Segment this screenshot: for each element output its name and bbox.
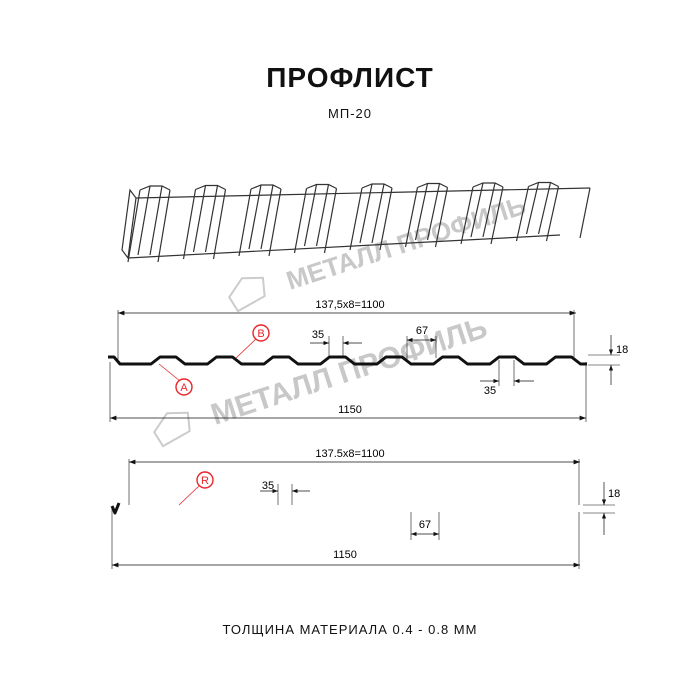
profile-1: 137,5x8=1100 1150 35 67 35 18 bbox=[108, 299, 628, 422]
rib-pitch-label-2: 67 bbox=[419, 519, 431, 531]
sheet-3d-edge bbox=[361, 183, 393, 189]
rib-top-label-2: 35 bbox=[262, 480, 274, 492]
sheet-3d-edge bbox=[537, 182, 552, 235]
watermark-1: МЕТАЛЛ ПРОФИЛЬ bbox=[228, 190, 529, 313]
sheet-3d-edge bbox=[238, 188, 252, 257]
page-title: ПРОФЛИСТ bbox=[266, 62, 434, 93]
sheet-3d-edge bbox=[293, 188, 308, 254]
rib-pitch-label: 67 bbox=[416, 325, 428, 337]
sheet-3d-edge bbox=[121, 188, 137, 260]
sheet-3d-edge bbox=[414, 183, 429, 241]
sheet-3d-edge bbox=[127, 234, 561, 259]
material-thickness-note: ТОЛЩИНА МАТЕРИАЛА 0.4 - 0.8 ММ bbox=[222, 622, 478, 637]
span-label: 137,5x8=1100 bbox=[315, 299, 384, 311]
svg-text:R: R bbox=[201, 475, 209, 487]
sheet-3d-edge bbox=[359, 183, 373, 244]
sheet-3d-edge bbox=[379, 187, 393, 251]
sheet-3d-edge bbox=[525, 182, 540, 235]
sheet-3d-edge bbox=[260, 184, 274, 250]
callout-b: B bbox=[235, 324, 270, 359]
sheet-3d-edge bbox=[212, 189, 227, 260]
sheet-3d-edge bbox=[157, 189, 171, 263]
sheet-3d-edge bbox=[579, 187, 591, 239]
svg-text:B: B bbox=[257, 328, 264, 340]
page-subtitle: МП-20 bbox=[328, 106, 372, 121]
rib-top-label: 35 bbox=[312, 329, 324, 341]
sheet-3d-edge bbox=[182, 189, 197, 260]
sheet-3d-edge bbox=[460, 186, 474, 245]
span-label-2: 137.5x8=1100 bbox=[315, 448, 384, 460]
sheet-3d-edge bbox=[349, 187, 363, 251]
total-label: 1150 bbox=[338, 404, 362, 416]
sheet-3d-edge bbox=[323, 188, 338, 254]
sheet-3d-edge bbox=[434, 187, 449, 248]
callout-r: R bbox=[178, 471, 214, 506]
sheet-3d-edge bbox=[248, 184, 262, 250]
sheet-3d-edge bbox=[192, 185, 207, 253]
svg-text:A: A bbox=[180, 382, 188, 394]
sheet-3d-edge bbox=[127, 189, 141, 263]
sheet-3d-edge bbox=[303, 184, 318, 247]
height-label: 18 bbox=[616, 344, 628, 356]
sheet-3d-edge bbox=[315, 184, 330, 247]
height-label-2: 18 bbox=[608, 488, 620, 500]
profile-2-section bbox=[110, 502, 121, 515]
sheet-3d-edge bbox=[268, 188, 282, 257]
sheet-3d-edge bbox=[482, 182, 496, 238]
profile-2: 137.5x8=1100 1150 35 67 18 R bbox=[110, 448, 620, 569]
profile-1-section bbox=[108, 355, 587, 366]
sheet-3d-edge bbox=[404, 187, 419, 248]
sheet-3d-edge bbox=[306, 183, 337, 190]
sheet-3d-edge bbox=[515, 186, 530, 242]
sheet-3d-edge bbox=[250, 184, 282, 190]
sheet-3d-edge bbox=[139, 185, 171, 191]
callout-a: A bbox=[158, 363, 193, 396]
sheet-3d-edge bbox=[417, 182, 448, 189]
rib-bottom-label: 35 bbox=[484, 385, 496, 397]
sheet-3d-edge bbox=[195, 184, 226, 191]
sheet-3d-edge bbox=[528, 181, 559, 188]
sheet-3d-view bbox=[121, 181, 591, 263]
sheet-3d-edge bbox=[545, 186, 560, 242]
sheet-3d-edge bbox=[149, 185, 163, 256]
sheet-3d-edge bbox=[470, 182, 484, 238]
sheet-3d-edge bbox=[426, 183, 441, 241]
sheet-3d-edge bbox=[137, 185, 151, 256]
total-label-2: 1150 bbox=[333, 549, 357, 561]
sheet-3d-edge bbox=[472, 182, 504, 188]
sheet-3d-edge bbox=[135, 187, 591, 199]
sheet-3d-edge bbox=[371, 183, 385, 244]
sheet-3d-edge bbox=[490, 186, 504, 245]
sheet-3d-edge bbox=[204, 185, 219, 253]
